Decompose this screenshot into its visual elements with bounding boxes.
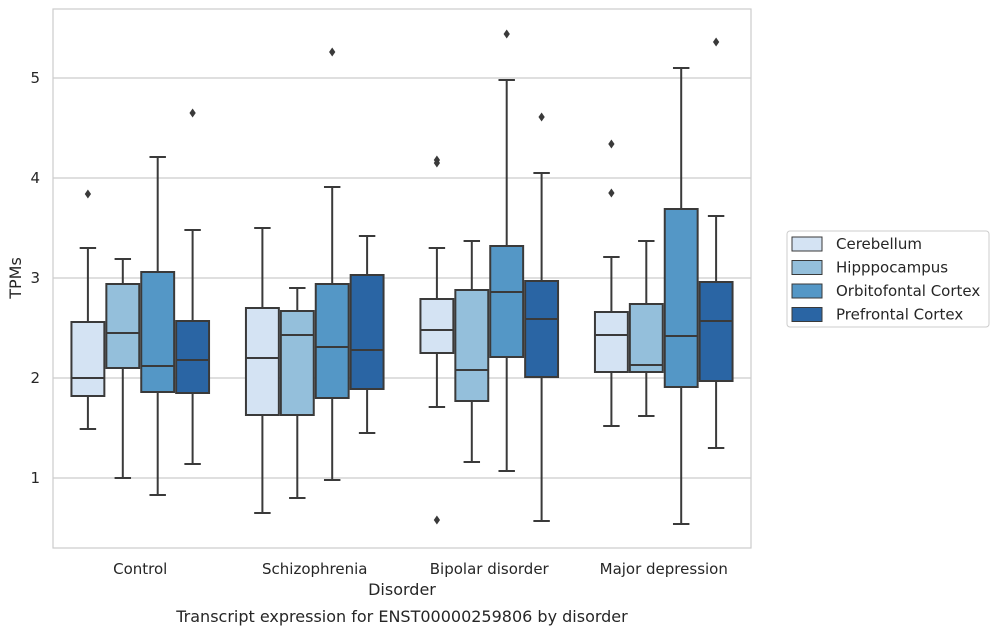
box-body	[70, 321, 106, 397]
x-tick-label: Schizophrenia	[262, 560, 367, 578]
legend-label: Cerebellum	[836, 235, 922, 253]
box-body	[105, 283, 141, 369]
box-body	[489, 245, 525, 358]
x-tick-label: Control	[113, 560, 167, 578]
box-body	[244, 307, 280, 416]
box-body	[628, 303, 664, 373]
box-cerebellum	[593, 139, 629, 427]
box-prefrontal-cortex	[349, 235, 385, 434]
x-tick-label: Major depression	[600, 560, 728, 578]
box-hipppocampus	[279, 287, 315, 499]
legend-label: Prefrontal Cortex	[836, 306, 963, 324]
plot-frame	[52, 8, 752, 549]
box-cerebellum	[70, 189, 106, 430]
legend-swatch	[791, 283, 823, 299]
box-hipppocampus	[105, 258, 141, 479]
box-body	[314, 283, 350, 399]
outlier-point	[433, 515, 441, 525]
outlier-point	[608, 139, 615, 149]
x-tick-label: Bipolar disorder	[430, 560, 550, 578]
outlier-point	[608, 188, 615, 198]
y-tick-label: 1	[30, 469, 40, 487]
y-tick-label: 2	[30, 369, 40, 387]
box-hipppocampus	[628, 240, 664, 417]
box-body	[454, 289, 490, 402]
box-body	[279, 310, 315, 416]
box-body	[419, 298, 455, 354]
box-hipppocampus	[454, 240, 490, 463]
box-prefrontal-cortex	[524, 112, 560, 522]
legend-label: Hipppocampus	[836, 259, 948, 277]
legend-swatch	[791, 236, 823, 252]
chart-caption: Transcript expression for ENST0000025980…	[175, 607, 628, 626]
y-axis-label: TPMs	[6, 257, 25, 300]
outlier-point	[503, 29, 510, 39]
legend: Cerebellum Hipppocampus Orbitofontal Corte…	[786, 230, 990, 328]
outlier-point	[189, 108, 196, 118]
outlier-point	[433, 155, 441, 165]
box-orbitofontal-cortex	[663, 67, 699, 525]
y-tick-labels: 1 2 3 4 5	[30, 69, 40, 487]
legend-swatch	[791, 260, 823, 275]
box-body	[140, 271, 176, 393]
outlier-point	[712, 37, 720, 47]
x-axis-label: Disorder	[368, 580, 436, 599]
box-body	[663, 208, 699, 388]
box-orbitofontal-cortex	[140, 156, 176, 496]
y-tick-label: 3	[30, 269, 40, 287]
legend-frame	[786, 230, 990, 328]
box-body	[593, 311, 629, 373]
box-body	[349, 274, 385, 390]
box-orbitofontal-cortex	[489, 29, 525, 472]
box-prefrontal-cortex	[698, 37, 734, 449]
y-tick-label: 4	[30, 169, 40, 187]
box-body	[524, 280, 560, 378]
box-cerebellum	[419, 155, 455, 525]
outlier-point	[329, 47, 336, 57]
box-prefrontal-cortex	[175, 108, 211, 465]
box-body	[175, 320, 211, 394]
box-body	[698, 281, 734, 382]
outlier-point	[84, 189, 92, 199]
legend-swatch	[791, 307, 823, 322]
outlier-point	[538, 112, 545, 122]
box-series	[70, 29, 734, 525]
x-tick-labels: Control Schizophrenia Bipolar disorder Majo…	[113, 560, 728, 578]
box-cerebellum	[244, 227, 280, 514]
y-tick-label: 5	[30, 69, 40, 87]
legend-label: Orbitofontal Cortex	[836, 282, 980, 300]
box-orbitofontal-cortex	[314, 47, 350, 481]
